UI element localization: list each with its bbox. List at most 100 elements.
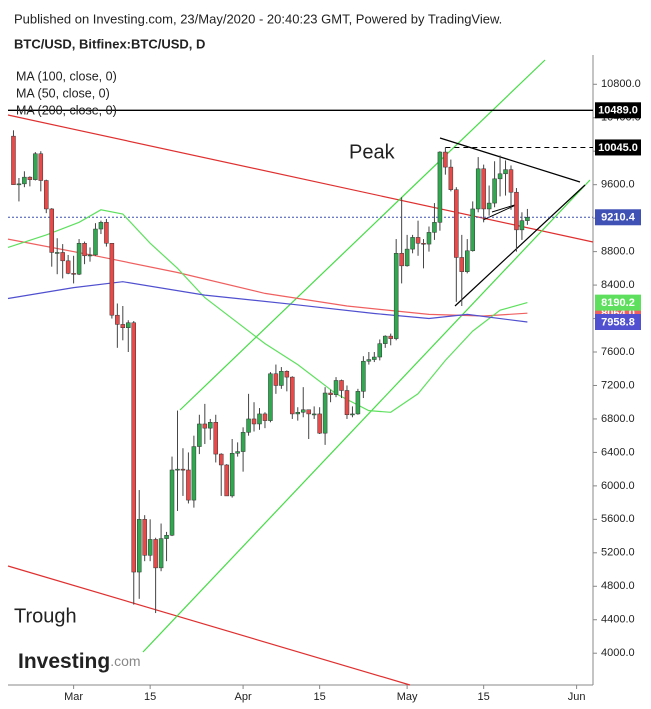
candle-body: [481, 168, 486, 210]
candle-body: [295, 412, 301, 415]
candle-body: [251, 418, 257, 425]
candle-body: [246, 418, 251, 433]
peak-label: Peak: [349, 141, 396, 163]
candle-body: [421, 242, 426, 245]
y-tick-label: 7600.0: [601, 346, 635, 358]
trend-line-red: [7, 114, 594, 243]
candle-body: [158, 538, 164, 569]
triangle-lower: [454, 184, 586, 307]
candle-body: [279, 371, 284, 386]
ma-line: [7, 281, 528, 323]
candle-body: [475, 168, 481, 210]
symbol-line: BTC/USD, Bitfinex:BTC/USD, D: [14, 36, 205, 51]
price-tag-label: 7958.8: [601, 316, 635, 328]
price-tag-label: 10045.0: [598, 142, 638, 154]
y-tick-label: 6400.0: [601, 446, 635, 458]
price-tag: [595, 313, 641, 330]
candle-body: [38, 153, 44, 181]
candle-body: [344, 390, 350, 416]
candle-body: [115, 314, 120, 325]
candle-body: [328, 392, 333, 395]
candle-body: [448, 166, 454, 190]
candle-body: [492, 178, 497, 204]
candle-body: [82, 242, 87, 257]
candle-body: [93, 228, 98, 256]
candle-body: [410, 237, 415, 250]
candle-body: [153, 539, 158, 569]
candle-body: [284, 371, 290, 378]
channel-upper: [179, 59, 546, 411]
candle-body: [290, 376, 295, 415]
y-tick-label: 4400.0: [601, 614, 635, 626]
candle-body: [465, 250, 470, 272]
candle-body: [393, 253, 399, 339]
trend-line-red-lower: [7, 565, 411, 686]
candle-body: [311, 413, 317, 416]
y-tick-label: 5200.0: [601, 547, 635, 559]
candle-body: [98, 222, 104, 230]
published-line: Published on Investing.com, 23/May/2020 …: [14, 11, 502, 26]
y-tick-label: 6800.0: [601, 413, 635, 425]
candle-body: [180, 468, 186, 471]
candle-body: [454, 189, 459, 258]
x-tick-label: Jun: [568, 691, 586, 703]
price-tag: [595, 139, 641, 156]
candle-body: [486, 202, 492, 210]
candle-body: [213, 422, 219, 455]
y-tick-label: 9600.0: [601, 179, 635, 191]
candle-body: [44, 180, 49, 210]
y-tick-label: 10800.0: [601, 78, 641, 90]
candle-body: [120, 324, 126, 328]
logo: Investing.com: [18, 650, 141, 673]
candle-body: [503, 169, 508, 175]
candle-body: [104, 222, 109, 244]
y-tick-label: 7200.0: [601, 379, 635, 391]
candle-body: [268, 373, 273, 421]
ma-line: [7, 209, 528, 413]
candle-body: [54, 252, 60, 254]
y-tick-label: 6000.0: [601, 480, 635, 492]
candle-body: [218, 453, 224, 466]
channel-lower: [142, 179, 591, 653]
candle-body: [273, 373, 279, 386]
x-tick-label: Mar: [64, 691, 83, 703]
candle-body: [443, 151, 448, 168]
candle-body: [317, 413, 322, 434]
candle-body: [322, 392, 328, 434]
candle-body: [186, 469, 191, 501]
price-tag: [595, 294, 641, 311]
price-tag-label: 9210.4: [601, 212, 636, 224]
candle-body: [350, 413, 355, 416]
candle-body: [208, 422, 213, 429]
candle-body: [164, 534, 169, 539]
candle-body: [497, 173, 503, 180]
candle-body: [300, 409, 306, 413]
y-tick-label: 8400.0: [601, 279, 635, 291]
y-tick-label: 5600.0: [601, 513, 635, 525]
candle-body: [382, 335, 388, 344]
candle-body: [87, 254, 93, 257]
candle-body: [142, 519, 147, 556]
candle-body: [33, 153, 38, 180]
candle-body: [71, 273, 76, 275]
price-tag: [595, 102, 641, 119]
legend-entry: MA (200, close, 0): [16, 103, 117, 117]
candle-body: [65, 260, 71, 274]
y-tick-label: 8800.0: [601, 246, 635, 258]
candle-body: [76, 242, 82, 275]
candle-body: [109, 242, 115, 316]
candle-body: [202, 423, 208, 429]
candle-body: [169, 469, 175, 536]
candle-body: [147, 539, 153, 556]
candle-body: [224, 464, 229, 497]
price-tag: [595, 209, 641, 226]
candle-body: [240, 432, 246, 452]
candle-body: [131, 322, 136, 573]
price-tag-label: 10489.0: [598, 105, 638, 117]
candle-body: [519, 220, 525, 231]
candle-body: [432, 222, 437, 233]
candle-body: [355, 391, 361, 415]
x-tick-label: Apr: [235, 691, 252, 703]
candle-body: [514, 191, 519, 231]
